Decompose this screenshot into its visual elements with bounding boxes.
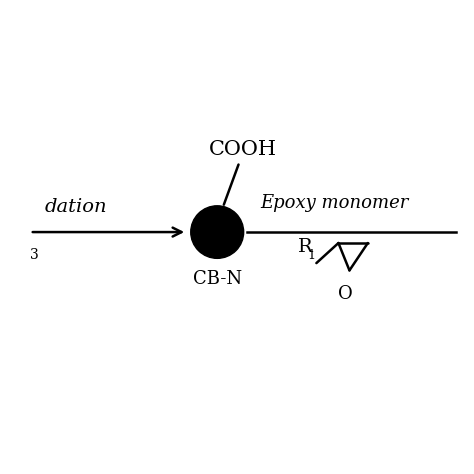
Circle shape <box>191 206 244 258</box>
Text: 1: 1 <box>307 249 315 263</box>
Text: COOH: COOH <box>209 140 277 159</box>
Text: 3: 3 <box>30 248 38 263</box>
Text: O: O <box>337 285 353 303</box>
Text: R: R <box>298 238 313 256</box>
Text: Epoxy monomer: Epoxy monomer <box>261 194 409 212</box>
Text: CB-N: CB-N <box>192 270 242 288</box>
Text: dation: dation <box>45 198 107 216</box>
